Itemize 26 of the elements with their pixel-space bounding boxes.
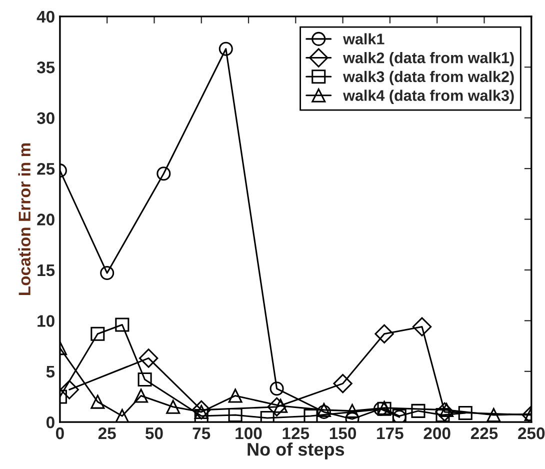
x-tick-label: 225 <box>470 427 498 440</box>
x-tick-label: 25 <box>98 427 116 440</box>
y-tick-label: 35 <box>36 62 55 74</box>
y-tick-label: 40 <box>36 10 54 23</box>
x-tick-label: 0 <box>56 427 64 440</box>
legend-label: walk2 (data from walk1) <box>343 52 514 66</box>
y-tick-label: 5 <box>46 366 55 378</box>
y-tick-label: 10 <box>38 315 54 327</box>
y-tick-label: 15 <box>38 264 55 276</box>
x-tick-label: 200 <box>424 427 450 440</box>
x-tick-label: 125 <box>282 427 310 440</box>
x-tick-label: 175 <box>377 428 404 440</box>
y-tick-label: 25 <box>37 162 55 175</box>
y-tick-label: 30 <box>36 112 54 124</box>
x-tick-label: 150 <box>330 427 356 440</box>
x-axis-title: No of steps <box>248 442 344 460</box>
y-tick-label: 20 <box>37 214 54 226</box>
x-tick-label: 250 <box>518 427 545 440</box>
y-tick-label: 0 <box>46 416 54 428</box>
x-tick-label: 100 <box>236 427 262 440</box>
legend-label: walk4 (data from walk3) <box>343 90 514 104</box>
legend-label: walk3 (data from walk2) <box>343 70 514 86</box>
x-tick-label: 75 <box>192 428 210 440</box>
y-axis-title: Location Error in m <box>18 143 30 295</box>
x-tick-label: 50 <box>145 427 163 440</box>
legend-label: walk1 <box>343 33 384 44</box>
